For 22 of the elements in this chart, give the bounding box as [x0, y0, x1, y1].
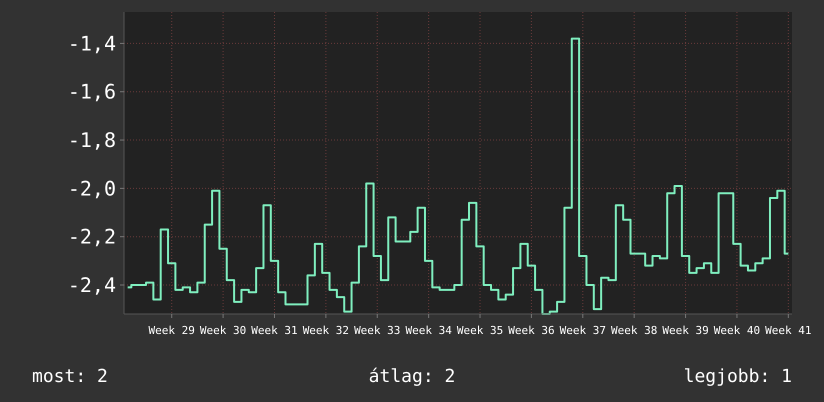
y-tick-label: -1,4 [68, 31, 116, 56]
x-tick-label: Week 34 [405, 324, 452, 337]
x-tick-label: Week 37 [560, 324, 606, 337]
y-tick-label: -2,0 [68, 176, 116, 200]
text: legjobb: 1 [684, 366, 792, 387]
x-tick-label: Week 41 [765, 324, 812, 337]
x-tick-label: Week 35 [456, 324, 504, 337]
x-tick-label: Week 31 [251, 324, 298, 337]
y-tick-label: -1,6 [68, 80, 116, 104]
y-tick-label: -2,2 [68, 224, 116, 249]
x-tick-label: Week 29 [148, 324, 195, 337]
x-tick-label: Week 33 [354, 324, 400, 337]
x-tick-label: Week 30 [200, 324, 246, 337]
text: átlag: 2 [368, 366, 456, 387]
y-tick-label: -1,8 [68, 128, 116, 152]
x-tick-label: Week 39 [662, 324, 709, 337]
text: most: 2 [32, 366, 108, 387]
y-tick-label: -2,4 [68, 273, 116, 298]
x-tick-label: Week 36 [508, 324, 555, 337]
x-tick-label: Week 32 [302, 324, 350, 337]
x-tick-label: Week 38 [610, 324, 658, 337]
x-tick-label: Week 40 [714, 324, 760, 337]
